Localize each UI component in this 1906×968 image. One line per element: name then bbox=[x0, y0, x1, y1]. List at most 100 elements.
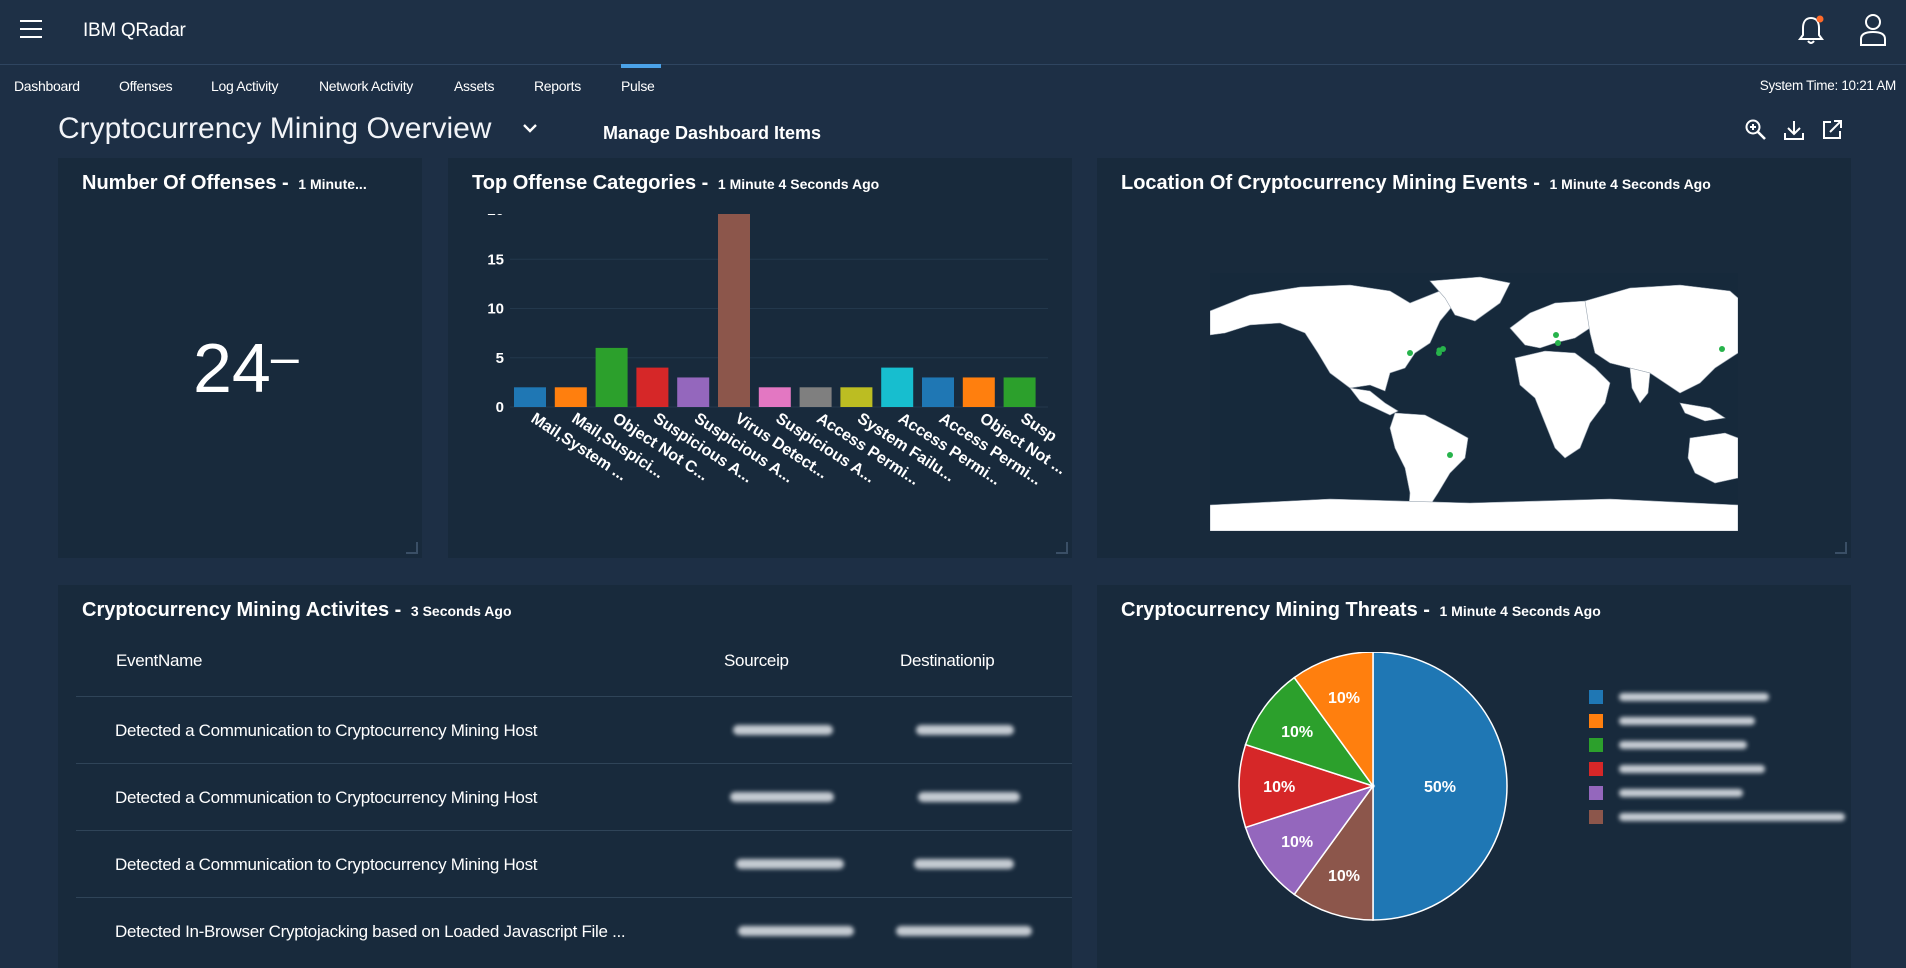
nav-active-indicator bbox=[621, 64, 661, 68]
slice-label: 10% bbox=[1281, 724, 1313, 741]
legend-item[interactable] bbox=[1589, 808, 1849, 828]
legend-swatch bbox=[1589, 690, 1603, 704]
nav-pulse[interactable]: Pulse bbox=[621, 78, 655, 94]
legend-swatch bbox=[1589, 714, 1603, 728]
panel-title: Top Offense Categories - 1 Minute 4 Seco… bbox=[472, 172, 879, 195]
panel-title: Location Of Cryptocurrency Mining Events… bbox=[1121, 172, 1711, 195]
chevron-down-icon[interactable] bbox=[520, 118, 540, 138]
pie-legend bbox=[1589, 688, 1849, 828]
zoom-in-icon[interactable] bbox=[1744, 118, 1768, 142]
table-row[interactable]: Detected a Communication to Cryptocurren… bbox=[76, 830, 1072, 897]
bar[interactable] bbox=[636, 367, 669, 407]
bar[interactable] bbox=[514, 387, 546, 407]
bar[interactable] bbox=[677, 377, 710, 407]
redacted-legend-label bbox=[1619, 813, 1845, 821]
y-tick-label: 10 bbox=[487, 301, 504, 318]
main-nav: Dashboard Offenses Log Activity Network … bbox=[0, 64, 1906, 110]
table-row[interactable]: Detected In-Browser Cryptojacking based … bbox=[76, 897, 1072, 964]
redacted-legend-label bbox=[1619, 693, 1769, 701]
redacted-sourceip bbox=[736, 859, 844, 869]
nav-assets[interactable]: Assets bbox=[454, 78, 495, 94]
table-row[interactable]: Detected a Communication to Cryptocurren… bbox=[76, 696, 1072, 763]
bar[interactable] bbox=[1003, 377, 1036, 407]
offenses-count-panel: Number Of Offenses - 1 Minute... 24– bbox=[58, 158, 422, 558]
bar[interactable] bbox=[840, 387, 873, 407]
nav-dashboard[interactable]: Dashboard bbox=[14, 78, 80, 94]
notification-bell-icon[interactable] bbox=[1796, 14, 1826, 46]
world-map[interactable] bbox=[1210, 273, 1738, 531]
legend-swatch bbox=[1589, 762, 1603, 776]
column-header-eventname[interactable]: EventName bbox=[116, 651, 203, 670]
threats-pie-chart: 50% 10% 10% 10% 10% 10% bbox=[1238, 652, 1508, 921]
bar[interactable] bbox=[881, 367, 914, 407]
hamburger-menu-icon[interactable] bbox=[20, 20, 42, 38]
redacted-sourceip bbox=[738, 926, 854, 936]
legend-swatch bbox=[1589, 738, 1603, 752]
nav-offenses[interactable]: Offenses bbox=[119, 78, 173, 94]
redacted-sourceip bbox=[733, 725, 833, 735]
pie-slice[interactable] bbox=[1238, 743, 1376, 829]
pie-slice[interactable] bbox=[1244, 676, 1375, 788]
panel-timestamp: 1 Minute 4 Seconds Ago bbox=[1549, 176, 1711, 192]
bar[interactable] bbox=[922, 377, 954, 407]
redacted-destinationip bbox=[914, 859, 1014, 869]
resize-handle[interactable] bbox=[1056, 542, 1068, 554]
pie-slice[interactable] bbox=[1293, 652, 1374, 789]
panel-timestamp: 1 Minute 4 Seconds Ago bbox=[717, 176, 880, 192]
trend-indicator: – bbox=[270, 329, 299, 385]
redacted-destinationip bbox=[918, 792, 1020, 802]
nav-network-activity[interactable]: Network Activity bbox=[319, 78, 413, 94]
bar[interactable] bbox=[718, 214, 750, 407]
bar[interactable] bbox=[799, 387, 832, 407]
manage-dashboard-items-button[interactable]: Manage Dashboard Items bbox=[603, 123, 822, 143]
notification-dot bbox=[1816, 15, 1824, 23]
offense-categories-bar-chart: 05101520Mail,System ...Mail,Suspici...Ob… bbox=[487, 214, 1069, 489]
top-bar: IBM QRadar bbox=[0, 0, 1906, 65]
legend-item[interactable] bbox=[1589, 712, 1849, 732]
panel-title-text: Cryptocurrency Mining Threats - bbox=[1121, 599, 1430, 621]
user-profile-icon[interactable] bbox=[1858, 12, 1888, 46]
event-markers bbox=[1407, 332, 1725, 458]
legend-item[interactable] bbox=[1589, 736, 1849, 756]
redacted-destinationip bbox=[916, 725, 1014, 735]
legend-item[interactable] bbox=[1589, 688, 1849, 708]
redacted-legend-label bbox=[1619, 741, 1747, 749]
bar[interactable] bbox=[554, 387, 587, 407]
legend-item[interactable] bbox=[1589, 760, 1849, 780]
y-tick-label: 15 bbox=[487, 251, 504, 268]
panel-title: Number Of Offenses - 1 Minute... bbox=[82, 172, 367, 195]
legend-swatch bbox=[1589, 810, 1603, 824]
app-title: IBM QRadar bbox=[83, 20, 186, 41]
panel-timestamp: 1 Minute... bbox=[298, 176, 367, 192]
bar[interactable] bbox=[595, 347, 628, 407]
legend-item[interactable] bbox=[1589, 784, 1849, 804]
bar[interactable] bbox=[962, 377, 995, 407]
table-row[interactable]: Detected a Communication to Cryptocurren… bbox=[76, 763, 1072, 830]
column-header-sourceip[interactable]: Sourceip bbox=[724, 651, 789, 670]
location-map-panel: Location Of Cryptocurrency Mining Events… bbox=[1097, 158, 1851, 558]
pie-slice[interactable] bbox=[1293, 783, 1374, 921]
launch-icon[interactable] bbox=[1820, 118, 1844, 142]
redacted-legend-label bbox=[1619, 789, 1743, 797]
panel-timestamp: 1 Minute 4 Seconds Ago bbox=[1439, 603, 1601, 619]
mining-activities-panel: Cryptocurrency Mining Activites - 3 Seco… bbox=[58, 585, 1072, 968]
system-time: System Time: 10:21 AM bbox=[1759, 78, 1897, 93]
slice-label: 50% bbox=[1424, 779, 1456, 796]
mining-threats-panel: Cryptocurrency Mining Threats - 1 Minute… bbox=[1097, 585, 1851, 968]
redacted-sourceip bbox=[730, 792, 834, 802]
column-header-destinationip[interactable]: Destinationip bbox=[900, 651, 995, 670]
y-tick-label: 0 bbox=[496, 399, 504, 416]
nav-reports[interactable]: Reports bbox=[534, 78, 581, 94]
resize-handle[interactable] bbox=[1835, 542, 1847, 554]
event-name: Detected a Communication to Cryptocurren… bbox=[115, 855, 538, 874]
offense-count: 24– bbox=[193, 328, 299, 408]
redacted-legend-label bbox=[1619, 717, 1755, 725]
pie-slice[interactable] bbox=[1244, 784, 1375, 896]
nav-log-activity[interactable]: Log Activity bbox=[211, 78, 279, 94]
resize-handle[interactable] bbox=[406, 542, 418, 554]
download-icon[interactable] bbox=[1782, 118, 1806, 142]
legend-swatch bbox=[1589, 786, 1603, 800]
bar[interactable] bbox=[758, 387, 791, 407]
pie-slice[interactable] bbox=[1372, 652, 1508, 921]
dashboard-title[interactable]: Cryptocurrency Mining Overview bbox=[58, 112, 492, 145]
